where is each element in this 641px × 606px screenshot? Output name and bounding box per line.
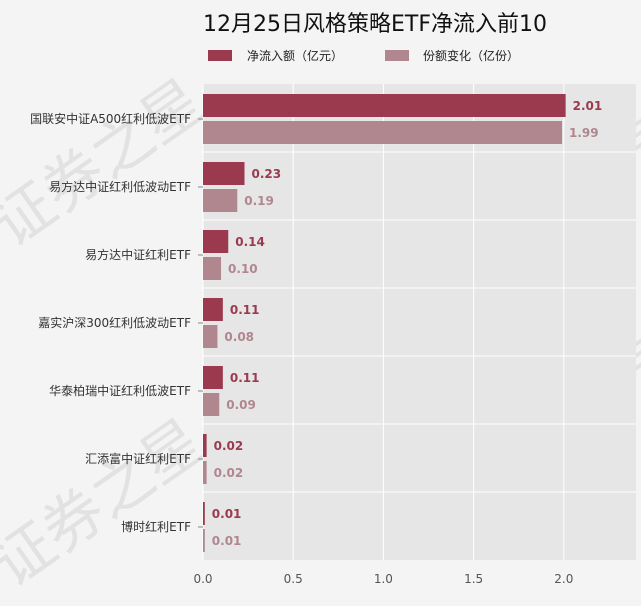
labels-layer: 国联安中证A500红利低波ETF 2.01 1.99 易方达中证红利低波动ETF 0.2…: [30, 99, 602, 548]
bar-share-change: [203, 325, 218, 348]
data-label-net-inflow: 0.14: [235, 235, 265, 249]
category-label: 易方达中证红利ETF: [85, 247, 191, 262]
bar-share-change: [203, 121, 563, 144]
grid-layer: 0.0 0.5 1.0 1.5 2.0: [193, 84, 636, 586]
watermark-text: 证券之星: [0, 406, 217, 601]
data-label-net-inflow: 0.11: [230, 303, 260, 317]
legend-swatch-share-change: [385, 50, 409, 61]
data-label-share-change: 0.08: [224, 330, 254, 344]
data-label-share-change: 0.09: [226, 398, 256, 412]
legend-label-share-change: 份额变化（亿份）: [423, 48, 519, 63]
bar-net-inflow: [203, 298, 223, 321]
category-label: 华泰柏瑞中证红利低波ETF: [49, 383, 191, 398]
x-tick-label: 2.0: [554, 572, 573, 586]
legend-swatch-net-inflow: [208, 50, 232, 61]
bar-net-inflow: [203, 94, 566, 117]
bar-net-inflow: [203, 502, 205, 525]
category-label: 国联安中证A500红利低波ETF: [30, 111, 191, 126]
data-label-net-inflow: 0.11: [230, 371, 260, 385]
bar-net-inflow: [203, 162, 245, 185]
category-label: 嘉实沪深300红利低波动ETF: [38, 315, 191, 330]
bar-share-change: [203, 393, 220, 416]
data-label-share-change: 0.02: [214, 466, 244, 480]
data-label-share-change: 0.10: [228, 262, 258, 276]
category-label: 汇添富中证红利ETF: [85, 451, 191, 466]
category-label: 博时红利ETF: [121, 519, 191, 534]
data-label-share-change: 0.19: [244, 194, 274, 208]
bar-net-inflow: [203, 230, 229, 253]
bar-share-change: [203, 189, 238, 212]
chart-title: 12月25日风格策略ETF净流入前10: [203, 12, 547, 37]
x-tick-label: 0.0: [193, 572, 212, 586]
plot-area: [203, 84, 636, 560]
bars-layer: [203, 94, 566, 552]
data-label-net-inflow: 0.02: [214, 439, 244, 453]
x-tick-label: 0.5: [284, 572, 303, 586]
bar-net-inflow: [203, 434, 207, 457]
x-tick-label: 1.5: [464, 572, 483, 586]
data-label-net-inflow: 0.01: [212, 507, 242, 521]
bar-share-change: [203, 461, 207, 484]
legend: 净流入额（亿元） 份额变化（亿份）: [208, 48, 519, 63]
data-label-share-change: 1.99: [569, 126, 599, 140]
bar-share-change: [203, 257, 222, 280]
category-label: 易方达中证红利低波动ETF: [49, 179, 191, 194]
watermark-text: 证券之星: [0, 66, 217, 261]
bar-net-inflow: [203, 366, 223, 389]
bar-share-change: [203, 529, 205, 552]
legend-label-net-inflow: 净流入额（亿元）: [247, 48, 343, 63]
data-label-net-inflow: 2.01: [573, 99, 603, 113]
data-label-share-change: 0.01: [212, 534, 242, 548]
x-tick-label: 1.0: [374, 572, 393, 586]
data-label-net-inflow: 0.23: [251, 167, 281, 181]
